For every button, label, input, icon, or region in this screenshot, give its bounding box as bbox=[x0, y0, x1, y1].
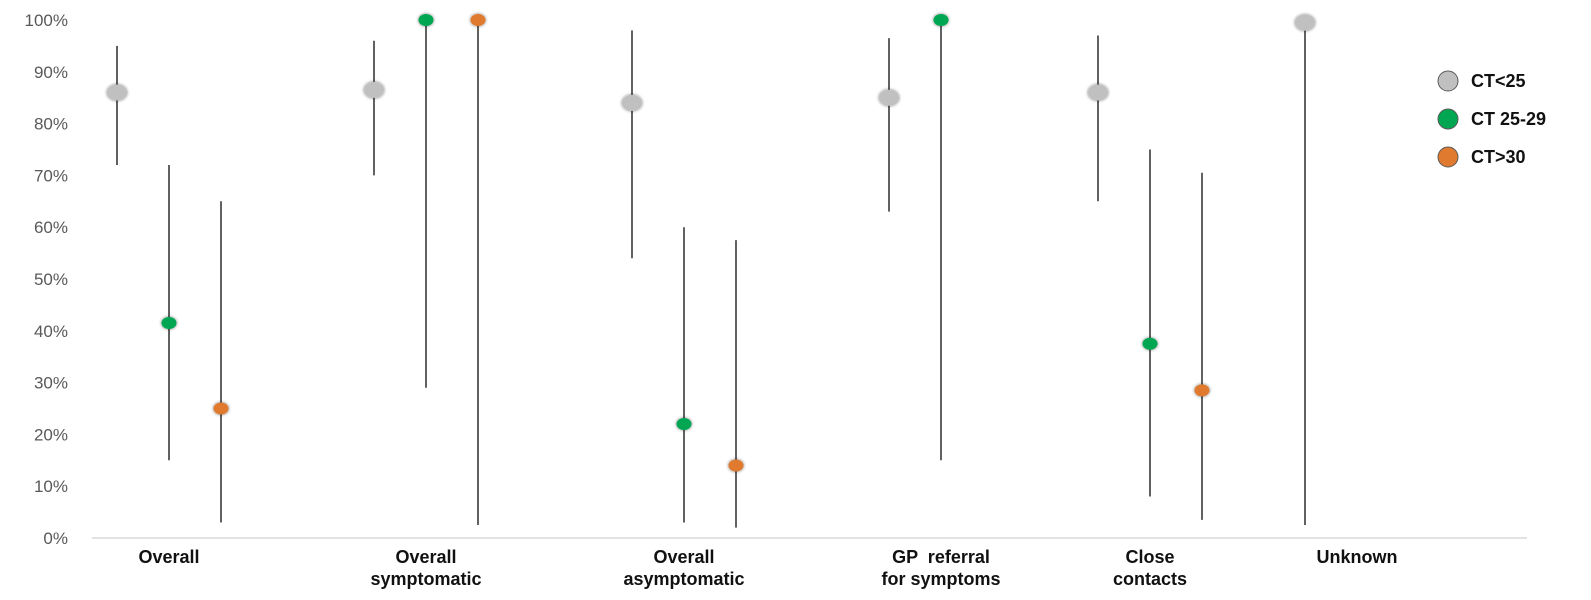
x-category-label: Overall bbox=[138, 547, 199, 567]
data-point bbox=[676, 418, 692, 431]
x-category-label-line: for symptoms bbox=[881, 569, 1000, 589]
y-tick-label: 0% bbox=[43, 529, 68, 548]
x-category-label: GP referral for symptoms bbox=[881, 547, 1000, 589]
data-point bbox=[728, 459, 744, 472]
y-tick-label: 100% bbox=[25, 11, 68, 30]
y-tick-label: 30% bbox=[34, 374, 68, 393]
x-category-label-line: contacts bbox=[1113, 569, 1187, 589]
x-category-label-line: asymptomatic bbox=[623, 569, 744, 589]
x-category-label-line: Overall bbox=[395, 547, 456, 567]
data-point bbox=[933, 14, 949, 26]
data-point bbox=[879, 89, 899, 106]
legend-marker bbox=[1437, 70, 1459, 92]
data-point bbox=[161, 317, 177, 330]
data-point bbox=[418, 14, 434, 26]
data-point bbox=[364, 81, 384, 98]
data-point bbox=[1194, 384, 1210, 397]
data-point bbox=[1295, 14, 1315, 31]
y-tick-label: 50% bbox=[34, 270, 68, 289]
x-category-label: Overall symptomatic bbox=[370, 547, 481, 589]
data-point bbox=[470, 14, 486, 26]
legend-label: CT<25 bbox=[1471, 71, 1526, 91]
y-tick-label: 40% bbox=[34, 322, 68, 341]
x-category-label: Close contacts bbox=[1113, 547, 1187, 589]
y-tick-label: 70% bbox=[34, 166, 68, 185]
data-point bbox=[1088, 84, 1108, 101]
legend-marker bbox=[1437, 146, 1459, 168]
data-points bbox=[107, 14, 1315, 472]
y-tick-label: 20% bbox=[34, 425, 68, 444]
legend: CT<25 CT 25-29 CT>30 bbox=[1437, 70, 1546, 168]
x-category-label: Unknown bbox=[1317, 547, 1398, 567]
legend-marker bbox=[1437, 108, 1459, 130]
x-category-label-line: symptomatic bbox=[370, 569, 481, 589]
x-category-label-line: GP referral bbox=[892, 547, 990, 567]
x-category-label-line: Overall bbox=[138, 547, 199, 567]
y-tick-label: 60% bbox=[34, 218, 68, 237]
error-bars bbox=[116, 20, 1306, 528]
y-tick-label: 10% bbox=[34, 477, 68, 496]
y-tick-label: 90% bbox=[34, 63, 68, 82]
data-point bbox=[622, 94, 642, 111]
x-category-label-line: Unknown bbox=[1317, 547, 1398, 567]
legend-label: CT>30 bbox=[1471, 147, 1526, 167]
x-category-label: Overall asymptomatic bbox=[623, 547, 744, 589]
y-axis: 0% 10% 20% 30% 40% 50% 60% 70% 80% 90% 100% bbox=[25, 11, 68, 548]
data-point bbox=[107, 84, 127, 101]
data-point bbox=[213, 402, 229, 415]
x-category-label-line: Overall bbox=[653, 547, 714, 567]
data-point bbox=[1142, 337, 1158, 350]
legend-label: CT 25-29 bbox=[1471, 109, 1546, 129]
y-tick-label: 80% bbox=[34, 115, 68, 134]
x-category-label-line: Close bbox=[1125, 547, 1174, 567]
